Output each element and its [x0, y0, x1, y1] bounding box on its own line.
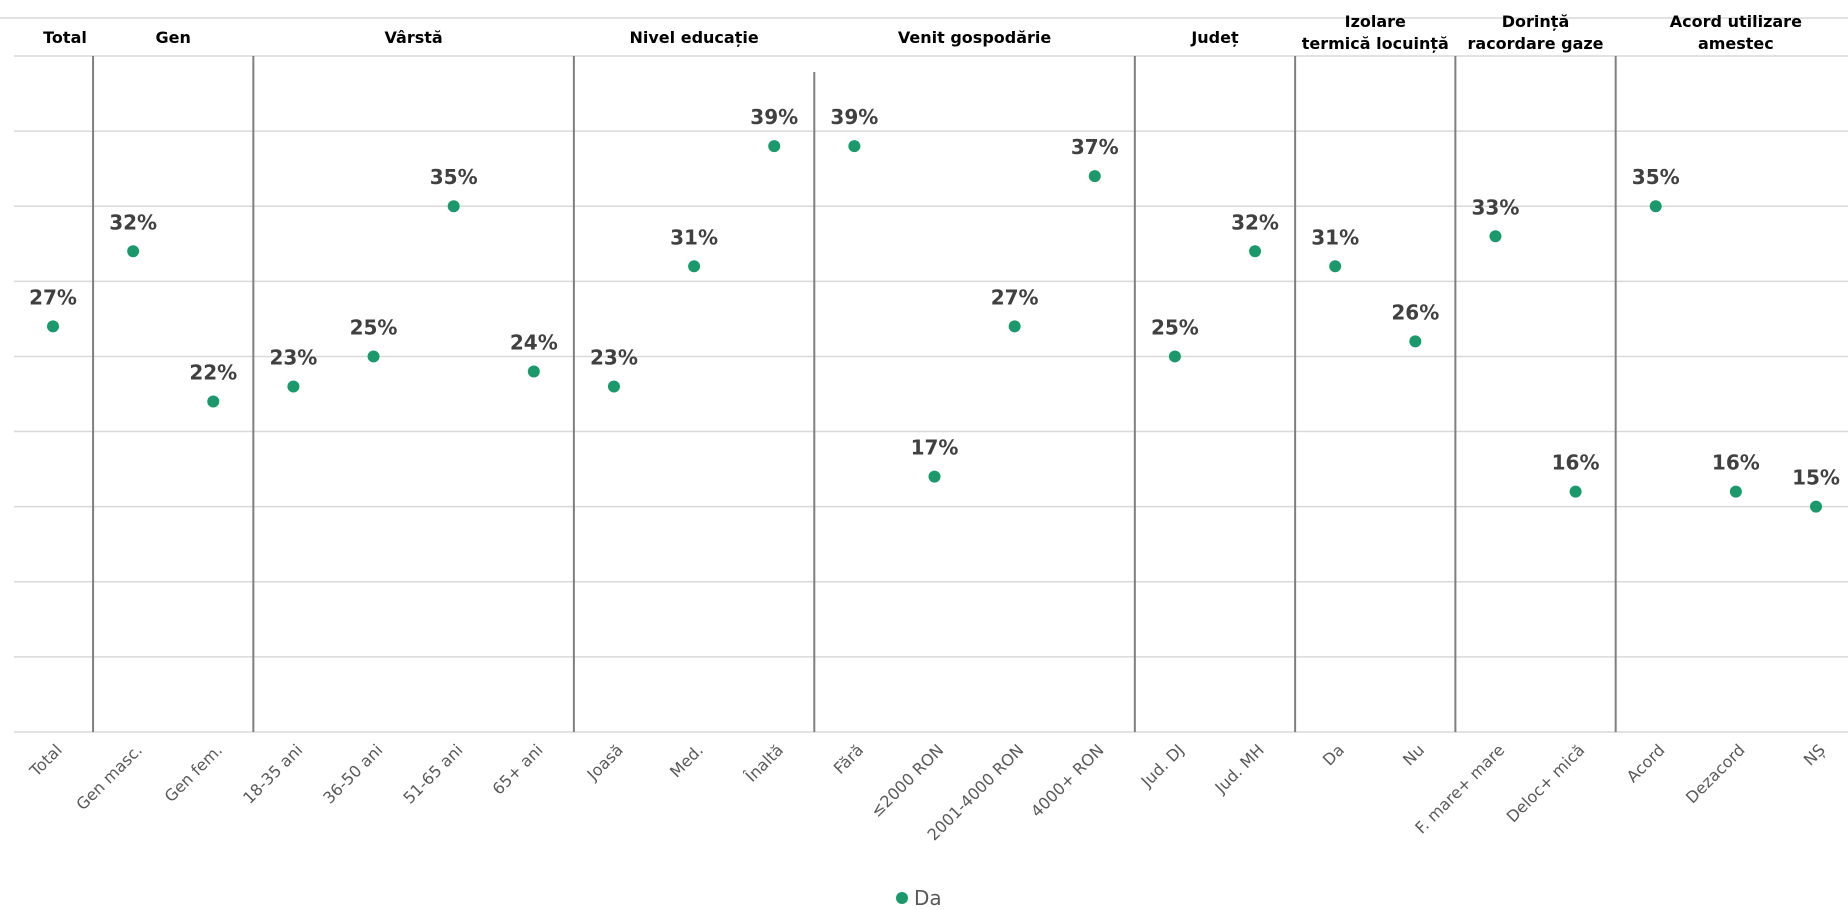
data-point: [928, 470, 941, 483]
gridlines: [0, 17, 1848, 733]
data-point: [1569, 485, 1582, 498]
data-label: 17%: [911, 436, 959, 460]
data-label: 16%: [1552, 451, 1600, 475]
data-label: 32%: [109, 210, 157, 234]
data-label: 33%: [1472, 195, 1520, 219]
data-point: [1810, 500, 1822, 513]
group-header: termică locuință: [1302, 34, 1449, 53]
group-header: Județ: [1190, 28, 1239, 47]
data-point: [287, 380, 300, 393]
x-tick-labels: Total Gen masc. Gen fem. 18-35 ani 36-50 ani…: [25, 740, 1829, 844]
data-label: 37%: [1071, 135, 1119, 159]
data-label: 22%: [189, 361, 237, 385]
x-tick-label: Joasă: [583, 740, 627, 784]
x-tick-label: Nu: [1399, 740, 1428, 769]
x-tick-label: Gen fem.: [161, 740, 226, 805]
data-point: [527, 365, 540, 378]
data-label: 39%: [750, 105, 798, 129]
data-point: [1729, 485, 1742, 498]
x-tick-label: 36-50 ani: [319, 740, 386, 807]
x-tick-label: 18-35 ani: [239, 740, 306, 807]
group-header: Acord utilizare: [1670, 12, 1802, 31]
x-tick-label: Dezacord: [1682, 740, 1749, 807]
x-tick-label: 65+ ani: [488, 740, 546, 798]
x-tick-label: NȘ: [1800, 740, 1829, 769]
data-label: 23%: [590, 345, 638, 369]
x-tick-label: Gen masc.: [72, 740, 146, 814]
data-point: [47, 320, 59, 333]
data-point: [1489, 230, 1502, 243]
data-point: [1088, 170, 1101, 183]
group-header: racordare gaze: [1468, 34, 1604, 53]
data-point: [1168, 350, 1181, 363]
data-label: 32%: [1231, 210, 1279, 234]
data-label: 16%: [1712, 451, 1760, 475]
group-header: Dorință: [1502, 12, 1569, 31]
data-label: 27%: [991, 285, 1039, 309]
data-label: 35%: [430, 165, 478, 189]
data-point: [1329, 260, 1342, 273]
x-tick-label: Înaltă: [741, 740, 787, 786]
data-points: [47, 140, 1822, 513]
legend-label: Da: [914, 886, 942, 910]
x-tick-label: Jud. DJ: [1137, 740, 1188, 791]
data-point: [1409, 335, 1422, 348]
x-tick-label: 4000+ RON: [1027, 740, 1108, 821]
data-labels: 27% 32% 22% 23% 25% 35% 24% 23% 31% 39% 39% 17% 27% 3…: [29, 105, 1840, 490]
data-label: 15%: [1792, 466, 1840, 490]
data-label: 26%: [1391, 300, 1439, 324]
group-header: amestec: [1698, 34, 1774, 53]
x-tick-label: 51-65 ani: [399, 740, 466, 807]
data-label: 39%: [830, 105, 878, 129]
data-label: 24%: [510, 330, 558, 354]
legend: Da: [896, 886, 942, 910]
x-tick-label: Fără: [830, 740, 867, 777]
data-point: [768, 140, 781, 153]
data-label: 23%: [269, 345, 317, 369]
data-point: [1249, 245, 1262, 258]
data-label: 27%: [29, 285, 77, 309]
data-point: [367, 350, 380, 363]
data-point: [688, 260, 701, 273]
x-tick-label: Jud. MH: [1211, 740, 1268, 797]
data-point: [1649, 200, 1662, 213]
x-tick-label: Total: [25, 740, 66, 781]
group-header: Nivel educație: [630, 28, 759, 47]
group-header: Vârstă: [385, 28, 443, 47]
x-tick-label: Med.: [666, 740, 707, 781]
data-point: [447, 200, 460, 213]
data-point: [607, 380, 620, 393]
data-point: [207, 395, 220, 408]
data-label: 31%: [670, 225, 718, 249]
data-label: 25%: [350, 315, 398, 339]
x-tick-label: Da: [1319, 740, 1348, 769]
data-label: 35%: [1632, 165, 1680, 189]
x-tick-label: ≤2000 RON: [867, 740, 948, 821]
group-headers: Total Gen Vârstă Nivel educație Venit gospod…: [43, 12, 1802, 53]
data-point: [1008, 320, 1021, 333]
group-separators: [92, 56, 1617, 732]
data-label: 31%: [1311, 225, 1359, 249]
group-header: Venit gospodărie: [898, 28, 1051, 47]
data-label: 25%: [1151, 315, 1199, 339]
group-header: Total: [43, 28, 87, 47]
x-tick-label: Deloc+ mică: [1503, 740, 1589, 826]
x-tick-label: Acord: [1623, 740, 1669, 786]
legend-marker: [896, 892, 908, 904]
data-point: [848, 140, 861, 153]
group-header: Gen: [156, 28, 191, 47]
data-point: [127, 245, 140, 258]
group-header: Izolare: [1345, 12, 1406, 31]
